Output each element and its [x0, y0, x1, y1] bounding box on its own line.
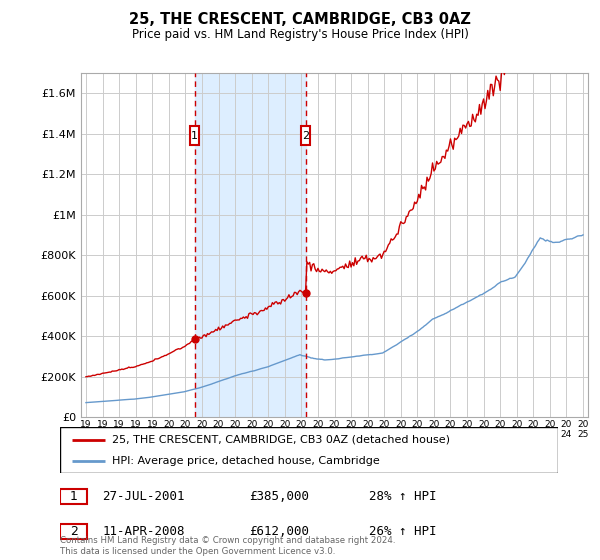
Text: 2: 2: [302, 130, 310, 141]
FancyBboxPatch shape: [190, 126, 199, 145]
Text: 25, THE CRESCENT, CAMBRIDGE, CB3 0AZ: 25, THE CRESCENT, CAMBRIDGE, CB3 0AZ: [129, 12, 471, 27]
Text: 26% ↑ HPI: 26% ↑ HPI: [369, 525, 436, 538]
Text: 2: 2: [70, 525, 77, 538]
Text: 1: 1: [191, 130, 199, 141]
FancyBboxPatch shape: [60, 427, 558, 473]
Text: 28% ↑ HPI: 28% ↑ HPI: [369, 490, 436, 503]
Text: £385,000: £385,000: [249, 490, 309, 503]
Text: 1: 1: [70, 490, 77, 503]
FancyBboxPatch shape: [301, 126, 310, 145]
FancyBboxPatch shape: [60, 524, 88, 539]
Text: Price paid vs. HM Land Registry's House Price Index (HPI): Price paid vs. HM Land Registry's House …: [131, 28, 469, 41]
Text: HPI: Average price, detached house, Cambridge: HPI: Average price, detached house, Camb…: [112, 456, 380, 466]
Text: 25, THE CRESCENT, CAMBRIDGE, CB3 0AZ (detached house): 25, THE CRESCENT, CAMBRIDGE, CB3 0AZ (de…: [112, 435, 450, 445]
Bar: [195, 73, 306, 417]
FancyBboxPatch shape: [60, 489, 88, 503]
Text: 27-JUL-2001: 27-JUL-2001: [103, 490, 185, 503]
Text: 11-APR-2008: 11-APR-2008: [103, 525, 185, 538]
Text: Contains HM Land Registry data © Crown copyright and database right 2024.
This d: Contains HM Land Registry data © Crown c…: [60, 536, 395, 556]
Text: £612,000: £612,000: [249, 525, 309, 538]
